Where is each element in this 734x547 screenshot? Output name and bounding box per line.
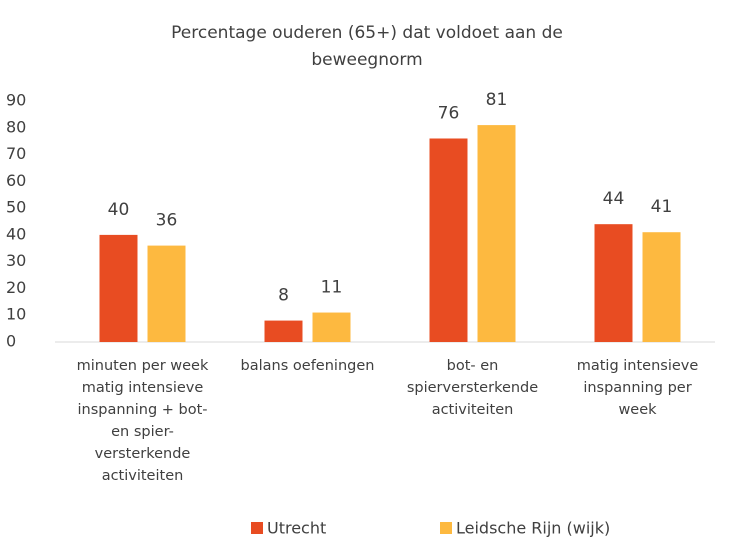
bar [264,320,303,342]
y-tick-label: 70 [6,144,26,163]
legend-swatch [440,522,452,534]
bar [594,224,633,342]
x-tick-label: activiteiten [432,402,514,418]
y-tick-label: 40 [6,224,26,243]
x-tick-label: minuten per week [77,358,209,374]
chart-title: beweegnorm [311,50,422,70]
data-label: 8 [278,286,289,306]
x-tick-label: week [618,402,657,418]
y-tick-label: 50 [6,198,26,217]
y-tick-label: 10 [6,305,26,324]
legend-label: Utrecht [267,519,326,538]
data-label: 76 [438,103,460,123]
x-tick-label: inspanning per [583,380,691,396]
x-tick-label: matig intensieve [577,358,699,374]
y-tick-label: 30 [6,251,26,270]
y-tick-label: 80 [6,117,26,136]
data-label: 44 [603,189,625,209]
x-tick-label: spierversterkende [407,380,538,396]
x-tick-label: balans oefeningen [241,358,375,374]
data-label: 36 [156,211,178,231]
x-tick-label: matig intensieve [82,380,204,396]
y-tick-label: 60 [6,171,26,190]
y-tick-label: 90 [6,91,26,110]
bar [429,138,468,342]
bar [99,234,138,342]
data-label: 40 [108,200,130,220]
data-label: 11 [321,278,343,298]
x-tick-label: bot- en [447,358,499,374]
y-tick-label: 0 [6,332,16,351]
data-label: 41 [651,197,673,217]
x-tick-label: versterkende [95,446,191,462]
x-tick-label: en spier- [111,424,174,440]
chart-title: Percentage ouderen (65+) dat voldoet aan… [171,23,563,43]
data-label: 81 [486,90,508,110]
bar [147,245,186,342]
bar [477,125,516,342]
x-tick-label: activiteiten [102,468,184,484]
bar [312,312,351,342]
bar [642,232,681,342]
legend-swatch [251,522,263,534]
legend-label: Leidsche Rijn (wijk) [456,519,610,538]
y-tick-label: 20 [6,278,26,297]
x-tick-label: inspanning + bot- [77,402,207,418]
